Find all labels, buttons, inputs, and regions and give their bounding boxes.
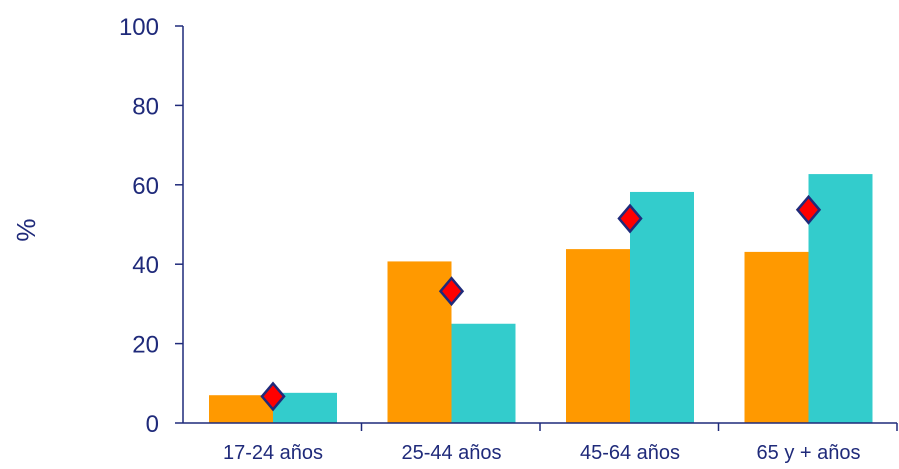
bar	[808, 174, 873, 423]
diamond-marker	[260, 381, 286, 412]
bar	[744, 251, 809, 423]
diamond-marker	[795, 194, 822, 225]
x-tick-label: 25-44 años	[401, 442, 501, 464]
bar	[630, 191, 694, 423]
bar	[387, 261, 452, 423]
x-tick-label: 45-64 años	[580, 442, 680, 464]
y-tick-label: 0	[146, 411, 159, 438]
bar	[209, 395, 273, 423]
y-tick-label: 80	[132, 93, 159, 120]
bar	[451, 323, 516, 423]
y-axis-title: %	[11, 218, 41, 241]
x-axis: 17-24 años 25-44 años 45-64 años 65 y + año…	[223, 423, 898, 464]
diamond-marker	[617, 203, 643, 234]
y-tick-label: 40	[132, 252, 159, 279]
marker-group	[260, 194, 822, 412]
y-axis: 0 20 40 60 80 100	[119, 14, 183, 438]
y-tick-label: 20	[132, 332, 159, 359]
bar-group	[209, 174, 873, 423]
x-tick-label: 17-24 años	[223, 442, 323, 464]
y-tick-label: 60	[132, 173, 159, 200]
x-tick-label: 65 y + años	[757, 442, 861, 464]
diamond-marker	[438, 276, 465, 307]
bar	[566, 249, 630, 423]
y-tick-label: 100	[119, 14, 159, 41]
